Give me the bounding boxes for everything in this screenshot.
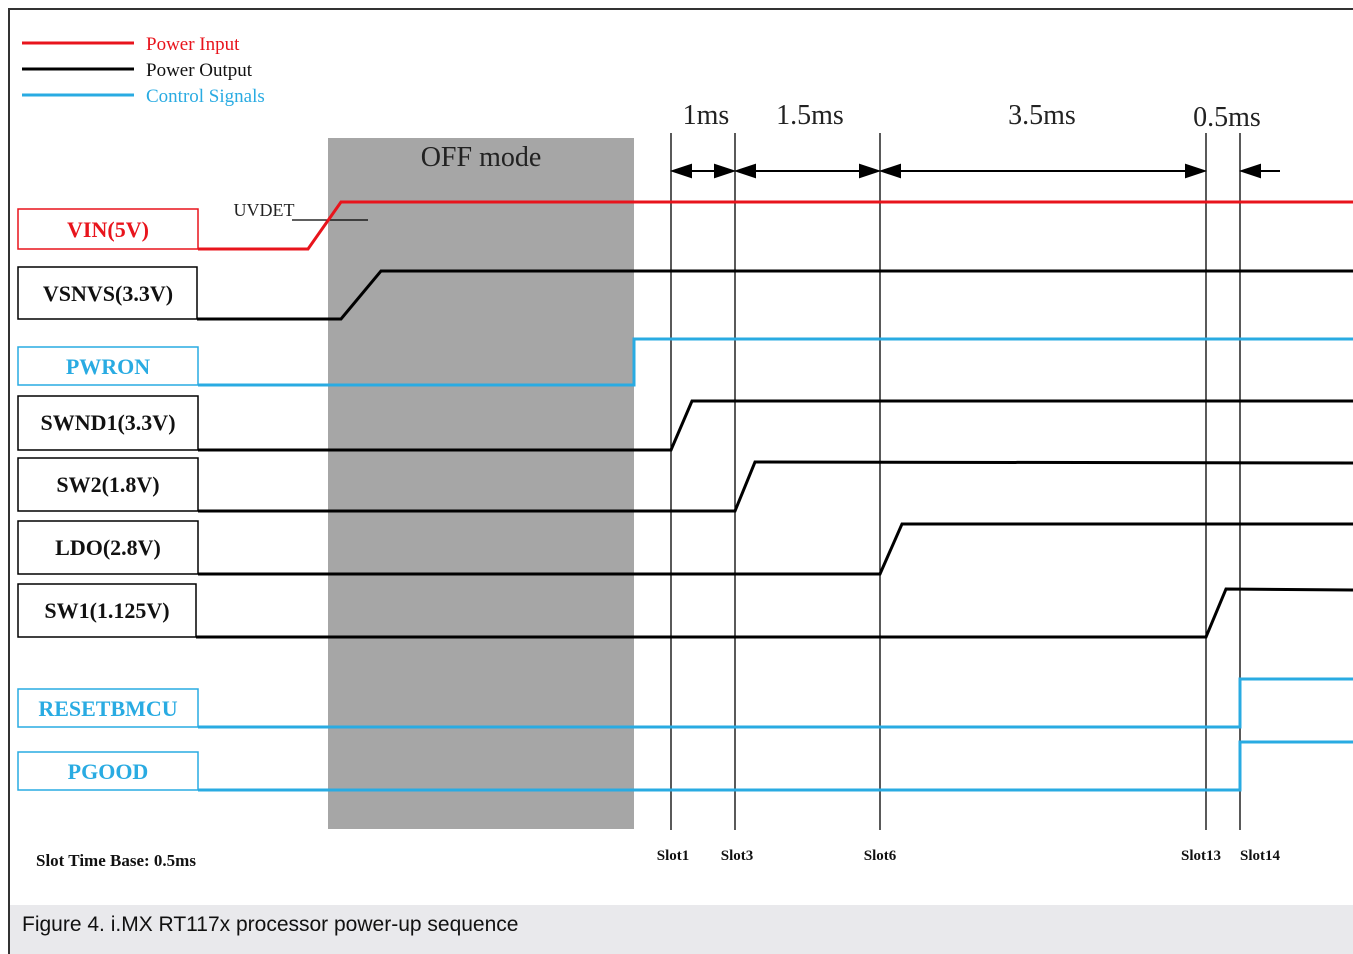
signal-box-sw2	[17, 457, 199, 512]
duration-label: 1.5ms	[776, 100, 844, 131]
uvdet-label: UVDET	[234, 200, 295, 220]
off-mode-region	[328, 138, 634, 829]
signal-label-swnd1: SWND1(3.3V)	[40, 410, 175, 435]
legend-label-power-input: Power Input	[146, 34, 240, 55]
waveform-pgood	[198, 740, 1353, 792]
duration-label: 3.5ms	[1008, 100, 1076, 131]
arrow-head	[859, 163, 882, 179]
signal-labels: VIN(5V) VSNVS(3.3V) PWRON SWND1(3.3V) SW…	[17, 208, 199, 791]
arrow-head	[1238, 163, 1261, 179]
signal-box-sw1	[17, 583, 197, 638]
arrow-head	[669, 163, 692, 179]
signal-box-pgood	[17, 751, 199, 791]
signal-label-pgood: PGOOD	[68, 759, 149, 784]
waveform-ldo	[198, 522, 1353, 576]
signal-label-sw2: SW2(1.8V)	[56, 472, 159, 497]
slot-time-base: Slot Time Base: 0.5ms	[36, 851, 196, 870]
waveform-swnd1	[198, 399, 1353, 452]
legend-label-control-signals: Control Signals	[146, 86, 265, 107]
signal-box-resetbmcu	[17, 688, 199, 728]
signal-box-swnd1	[17, 395, 199, 451]
waveform-sw1	[196, 587, 1353, 639]
signal-label-pwron: PWRON	[66, 354, 150, 379]
waveforms	[196, 200, 1353, 792]
figure-caption: Figure 4. i.MX RT117x processor power-up…	[22, 913, 519, 936]
legend-label-power-output: Power Output	[146, 60, 253, 81]
signal-box-ldo	[17, 520, 199, 575]
legend: Power Input Power Output Control Signals	[22, 34, 265, 107]
signal-box-vsnvs	[17, 266, 198, 320]
signal-label-resetbmcu: RESETBMCU	[38, 696, 177, 721]
duration-arrows	[669, 163, 1280, 179]
signal-label-sw1: SW1(1.125V)	[44, 598, 169, 623]
caption-bar	[10, 905, 1353, 954]
figure-frame	[8, 8, 1353, 954]
slot-labels: Slot1 Slot3 Slot6 Slot13 Slot14	[657, 848, 1281, 864]
duration-label: 1ms	[683, 100, 730, 131]
slot-label: Slot14	[1240, 848, 1281, 864]
signal-label-ldo: LDO(2.8V)	[55, 535, 161, 560]
signal-box-vin	[17, 208, 199, 250]
arrow-head	[714, 163, 737, 179]
slot-label: Slot6	[864, 848, 897, 864]
arrow-head	[878, 163, 901, 179]
slot-label: Slot13	[1181, 848, 1221, 864]
waveform-vin	[198, 200, 1353, 251]
waveform-resetbmcu	[198, 677, 1353, 729]
duration-label: 0.5ms	[1193, 102, 1261, 133]
waveform-vsnvs	[197, 269, 1353, 321]
signal-label-vin: VIN(5V)	[67, 217, 149, 242]
slot-markers	[670, 133, 1241, 830]
off-mode-label: OFF mode	[421, 142, 542, 173]
arrow-head	[733, 163, 756, 179]
signal-label-vsnvs: VSNVS(3.3V)	[43, 281, 173, 306]
slot-label: Slot3	[721, 848, 754, 864]
slot-label: Slot1	[657, 848, 690, 864]
arrow-head	[1185, 163, 1208, 179]
waveform-pwron	[198, 337, 1353, 387]
waveform-sw2	[198, 460, 1353, 513]
signal-box-pwron	[17, 346, 199, 386]
